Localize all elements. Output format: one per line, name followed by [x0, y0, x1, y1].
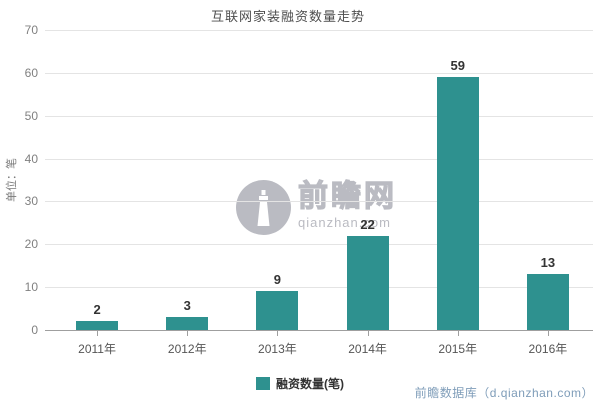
gridline — [45, 115, 593, 117]
x-axis-tick — [367, 331, 369, 336]
x-axis-line — [45, 330, 593, 331]
x-axis-tick — [457, 331, 459, 336]
source-attribution: 前瞻数据库（d.qianzhan.com） — [414, 386, 594, 400]
x-tick-label: 2014年 — [348, 342, 387, 356]
gridline — [45, 72, 593, 74]
x-tick-label: 2012年 — [167, 342, 207, 356]
legend-swatch — [256, 377, 270, 390]
x-tick-label: 2013年 — [258, 342, 297, 356]
bar-2012年 — [166, 317, 209, 330]
chart-title: 互联网家装融资数量走势 — [210, 9, 365, 24]
legend: 融资数量(笔) — [0, 375, 600, 392]
bar-value-label: 9 — [273, 272, 282, 288]
y-tick-label: 60 — [24, 65, 38, 80]
x-axis-tick — [547, 331, 549, 336]
bar-value-label: 59 — [450, 58, 465, 74]
x-tick-label: 2016年 — [528, 342, 568, 356]
x-axis-tick — [97, 331, 99, 336]
y-tick-label: 0 — [31, 323, 38, 337]
x-axis-tick — [277, 331, 279, 336]
qianzhan-logo-icon — [236, 180, 291, 235]
x-axis-tick — [187, 331, 189, 336]
y-tick-label: 10 — [24, 280, 38, 295]
gridline — [45, 158, 593, 160]
x-tick-label: 2015年 — [438, 342, 478, 356]
bar-2015年 — [436, 77, 479, 330]
y-tick-label: 30 — [24, 194, 38, 209]
bar-2011年 — [76, 321, 119, 330]
y-tick-label: 20 — [24, 237, 38, 252]
y-tick-label: 40 — [24, 151, 38, 166]
bar-value-label: 2 — [93, 302, 101, 318]
gridline — [45, 30, 593, 31]
bar-2014年 — [346, 235, 389, 330]
gridline — [45, 201, 593, 203]
legend-label: 融资数量(笔) — [276, 377, 344, 391]
watermark-brand: 前瞻网 — [297, 179, 397, 213]
bar-value-label: 13 — [540, 255, 556, 271]
bar-value-label: 22 — [360, 216, 375, 232]
bar-value-label: 3 — [183, 298, 191, 314]
x-tick-label: 2011年 — [78, 342, 116, 356]
gridline — [45, 287, 593, 289]
y-tick-label: 70 — [24, 23, 38, 37]
bar-2016年 — [526, 274, 569, 330]
y-tick-label: 50 — [24, 108, 38, 123]
gridline — [45, 244, 593, 246]
bar-2013年 — [256, 291, 299, 330]
